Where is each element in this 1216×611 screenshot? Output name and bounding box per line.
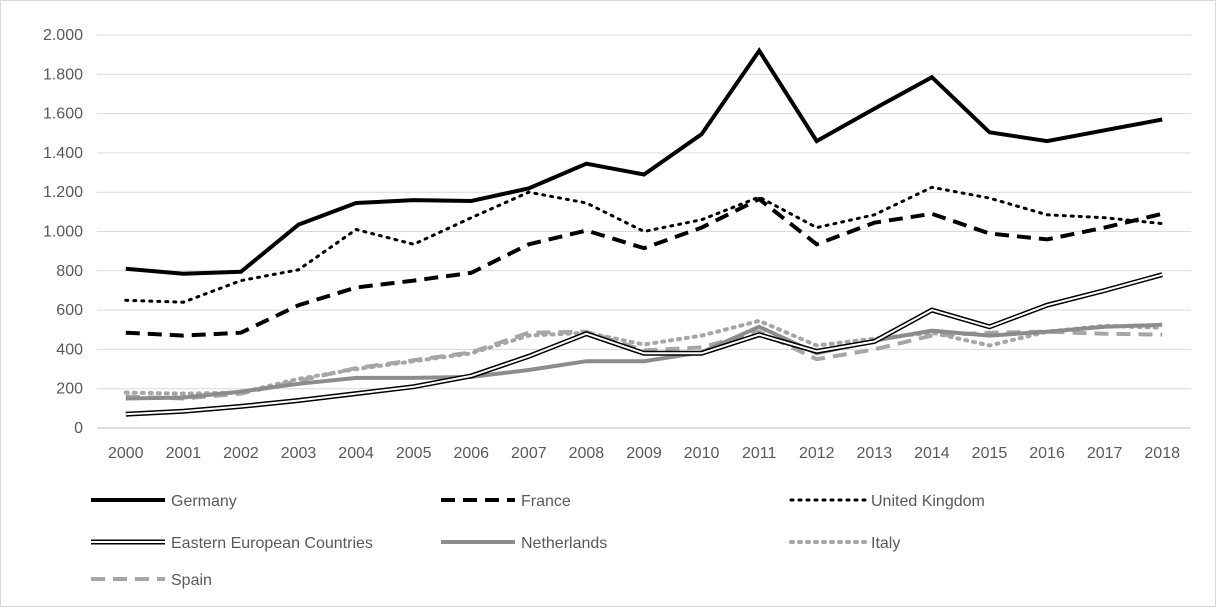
series-united-kingdom — [124, 185, 1164, 304]
series-italy — [123, 318, 1165, 396]
x-tick-label: 2010 — [684, 445, 720, 462]
series-line — [123, 318, 1165, 396]
x-tick-label: 2009 — [626, 445, 662, 462]
y-tick-label: 400 — [56, 341, 83, 358]
x-tick-label: 2014 — [914, 445, 950, 462]
series-line — [125, 322, 1163, 401]
series-line — [125, 273, 1163, 416]
axes: 0 200 400 600 800 1.000 1.200 1.400 1.600 1.800 2.… — [43, 27, 1191, 462]
y-tick-label: 1.200 — [43, 184, 83, 201]
gridlines — [97, 34, 1191, 390]
legend-label: France — [521, 493, 571, 510]
legend-item: Netherlands — [441, 535, 607, 552]
x-tick-label: 2002 — [223, 445, 259, 462]
series-line — [125, 196, 1163, 338]
legend-label: Eastern European Countries — [171, 535, 373, 552]
x-tick-label: 2008 — [569, 445, 605, 462]
x-tick-label: 2006 — [453, 445, 489, 462]
legend-label: Italy — [871, 535, 900, 552]
y-tick-label: 200 — [56, 381, 83, 398]
x-tick-label: 2011 — [742, 445, 777, 462]
series-lines — [123, 47, 1165, 417]
series-germany — [125, 47, 1163, 276]
x-tick-label: 2003 — [281, 445, 317, 462]
x-tick-label: 2005 — [396, 445, 432, 462]
y-tick-label: 1.600 — [43, 106, 83, 123]
legend-label: United Kingdom — [871, 493, 985, 510]
legend-item: United Kingdom — [789, 493, 985, 510]
y-tick-label: 0 — [74, 420, 83, 437]
x-tick-label: 2004 — [338, 445, 374, 462]
legend-label: Spain — [171, 572, 212, 589]
series-france — [125, 196, 1163, 338]
series-netherlands — [125, 322, 1163, 401]
y-tick-label: 2.000 — [43, 27, 83, 44]
x-tick-label: 2000 — [108, 445, 144, 462]
x-tick-label: 2016 — [1029, 445, 1065, 462]
series-spain — [125, 329, 1163, 401]
legend: Germany France United Kingdom Eastern Europ… — [91, 493, 985, 589]
x-tick-label: 2015 — [972, 445, 1008, 462]
legend-item: Spain — [91, 572, 212, 589]
y-tick-label: 1.400 — [43, 145, 83, 162]
series-line — [125, 329, 1163, 401]
legend-label: Netherlands — [521, 535, 607, 552]
series-line — [124, 185, 1164, 304]
y-tick-label: 800 — [56, 263, 83, 280]
legend-item: Italy — [789, 535, 900, 552]
y-tick-label: 1.000 — [43, 224, 83, 241]
x-tick-label: 2012 — [799, 445, 835, 462]
y-tick-label: 600 — [56, 302, 83, 319]
series-line — [125, 47, 1163, 276]
series-eastern-european-countries — [125, 272, 1163, 417]
x-tick-label: 2007 — [511, 445, 547, 462]
legend-item: Eastern European Countries — [91, 535, 373, 552]
x-tick-label: 2001 — [166, 445, 202, 462]
series-line — [125, 272, 1163, 417]
legend-label: Germany — [171, 493, 237, 510]
x-tick-label: 2018 — [1144, 445, 1180, 462]
legend-item: Germany — [91, 493, 237, 510]
legend-item: France — [441, 493, 571, 510]
y-tick-label: 1.800 — [43, 66, 83, 83]
x-tick-label: 2013 — [857, 445, 893, 462]
x-tick-label: 2017 — [1087, 445, 1123, 462]
